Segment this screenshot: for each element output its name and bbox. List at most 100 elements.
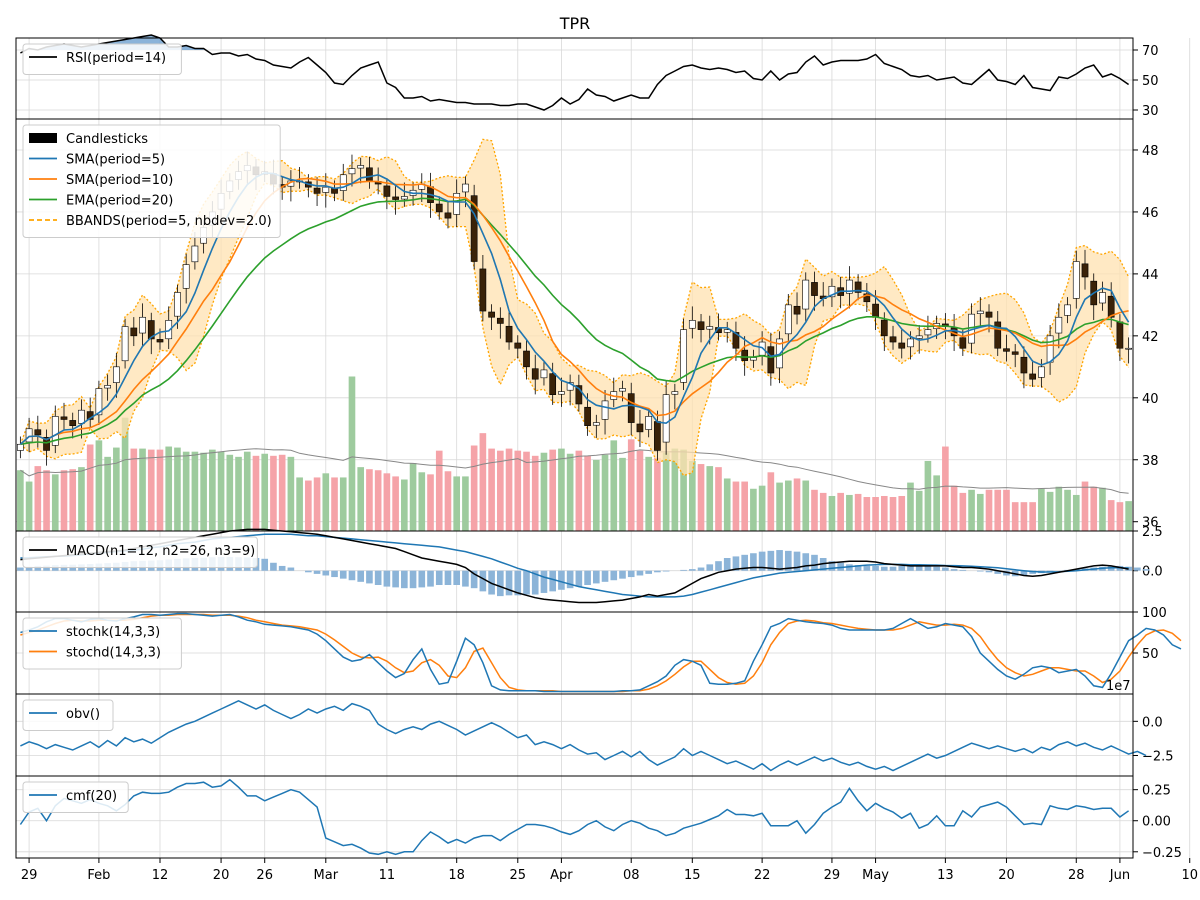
macd-hist-bar	[366, 570, 373, 584]
volume-bar	[17, 470, 24, 531]
legend-swatch-candlesticks	[29, 133, 57, 143]
obv-exponent-label: 1e7	[1106, 679, 1131, 694]
macd-hist-bar	[444, 570, 452, 585]
candle-body	[357, 165, 365, 169]
candle-body	[392, 196, 399, 200]
macd-hist-bar	[994, 570, 1002, 574]
volume-bar	[182, 451, 190, 531]
macd-hist-bar	[976, 570, 984, 572]
volume-bar	[1081, 481, 1089, 531]
volume-bar	[627, 439, 635, 531]
candle-body	[889, 336, 897, 343]
volume-bar	[409, 463, 417, 531]
volume-bar	[549, 449, 556, 531]
candle-body	[1046, 335, 1054, 363]
candle-body	[985, 311, 993, 318]
macd-hist-bar	[601, 570, 609, 582]
candle-body	[60, 416, 68, 420]
macd-hist-bar	[889, 566, 897, 571]
ytick-label-stoch-0: 50	[1142, 647, 1159, 662]
legend-label: obv()	[66, 707, 100, 722]
volume-bar	[130, 448, 138, 531]
volume-bar	[811, 489, 818, 531]
candle-body	[462, 183, 469, 193]
macd-hist-bar	[793, 551, 801, 571]
candle-body	[994, 321, 1002, 349]
macd-hist-bar	[261, 558, 269, 571]
macd-hist-bar	[497, 570, 504, 597]
volume-bar	[889, 497, 897, 531]
macd-hist-bar	[427, 570, 434, 587]
candle-body	[750, 357, 757, 361]
obv-line	[20, 699, 1147, 772]
candle-body	[453, 193, 461, 215]
macd-hist-bar	[662, 570, 670, 572]
legend-frame-cmf	[22, 781, 129, 813]
candle-body	[811, 282, 818, 296]
macd-hist-bar	[339, 570, 347, 579]
volume-bar	[837, 492, 844, 531]
volume-bar	[1125, 501, 1132, 531]
candle-body	[182, 264, 190, 289]
macd-hist-bar	[43, 565, 50, 571]
candle-body	[470, 195, 478, 262]
macd-hist-bar	[723, 558, 731, 571]
macd-hist-bar	[828, 561, 836, 571]
sma5-line	[19, 172, 1130, 445]
volume-bar	[226, 454, 234, 531]
ytick-label-cmf-2: 0.25	[1142, 784, 1171, 799]
xtick-label: Feb	[87, 868, 110, 883]
candle-body	[732, 332, 740, 349]
volume-bar	[1107, 500, 1115, 531]
xtick-label: 28	[1068, 868, 1085, 883]
candle-body	[723, 329, 731, 333]
volume-bar	[654, 457, 661, 531]
volume-bar	[60, 470, 68, 531]
candle-body	[104, 385, 111, 389]
ytick-label-cmf-1: 0.00	[1142, 815, 1171, 830]
legend-frame-price	[22, 124, 281, 238]
macd-hist-bar	[680, 569, 687, 571]
macd-hist-bar	[435, 570, 443, 585]
chart-title: TPR	[559, 14, 591, 33]
volume-bar	[156, 449, 164, 531]
candle-body	[793, 305, 801, 315]
candle-body	[872, 303, 879, 318]
candle-body	[156, 339, 164, 343]
macd-hist-bar	[706, 564, 714, 571]
volume-bar	[357, 467, 365, 531]
volume-bar	[1029, 502, 1036, 531]
macd-hist-bar	[278, 565, 286, 571]
panel-cmf: −0.25 0.00 0.25 cmf(20)	[15, 775, 1191, 861]
macd-hist-bar	[25, 566, 33, 571]
macd-hist-bar	[915, 565, 923, 571]
volume-bar	[331, 477, 338, 531]
macd-hist-bar	[401, 570, 408, 589]
volume-bar	[976, 493, 984, 531]
volume-bar	[688, 460, 696, 531]
candle-body	[697, 321, 705, 330]
candle-body	[496, 317, 504, 324]
volume-bar	[723, 478, 731, 531]
volume-bar	[78, 467, 85, 531]
volume-bar	[784, 480, 792, 531]
volume-average-line	[20, 448, 1129, 494]
volume-bar	[243, 451, 251, 531]
candle-body	[479, 268, 487, 312]
candle-body	[488, 311, 495, 318]
candle-body	[706, 326, 714, 330]
volume-bar	[741, 481, 748, 531]
volume-bar	[252, 455, 260, 531]
candle-body	[627, 393, 635, 423]
candle-body	[174, 292, 181, 317]
candle-body	[828, 285, 836, 298]
volume-bar	[209, 449, 216, 531]
volume-bar	[828, 495, 836, 531]
candle-body	[802, 279, 810, 310]
volume-bar	[470, 445, 478, 531]
volume-bar	[671, 448, 679, 531]
volume-bar	[147, 449, 155, 531]
legend-label: RSI(period=14)	[66, 51, 166, 66]
legend-cmf: cmf(20)	[22, 781, 129, 813]
volume-bar	[104, 456, 111, 531]
